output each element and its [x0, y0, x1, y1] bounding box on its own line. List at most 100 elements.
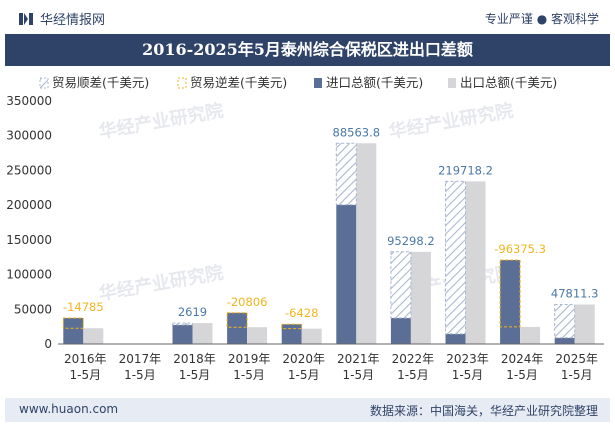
y-tick-label: 300000	[6, 129, 52, 143]
bar-export	[410, 251, 431, 344]
bar-import	[172, 324, 193, 344]
x-tick-line: 1-5月	[342, 368, 374, 382]
x-tick-label: 2017年 1-5月	[119, 352, 162, 382]
bar-import	[227, 312, 248, 344]
bar-surplus	[172, 322, 193, 326]
bar-deficit	[62, 317, 84, 329]
bar-export	[192, 323, 213, 344]
watermark-text: 华经产业研究院	[387, 99, 515, 143]
data-label: 88563.8	[333, 125, 381, 139]
data-label: -6428	[285, 306, 318, 320]
x-tick-line: 1-5月	[69, 368, 101, 382]
bar-export	[520, 326, 541, 344]
footer-bar: www.huaon.com 数据来源：中国海关，华经产业研究院整理	[5, 398, 610, 422]
legend-deficit-label: 贸易逆差(千美元)	[190, 75, 287, 90]
data-label: -14785	[63, 300, 104, 314]
brand: 华经情报网	[18, 9, 105, 28]
x-tick-label: 2016年 1-5月	[64, 352, 107, 382]
y-tick-label: 50000	[14, 302, 52, 316]
legend-deficit-swatch	[177, 77, 187, 89]
x-tick-label: 2022年 1-5月	[392, 352, 435, 382]
y-tick-label: 0	[44, 337, 52, 351]
x-tick-line: 1-5月	[288, 368, 320, 382]
footer-website: www.huaon.com	[19, 402, 119, 416]
bar-export	[83, 328, 104, 344]
bar-import	[445, 333, 466, 344]
data-label: 2619	[178, 305, 207, 319]
x-tick-line: 1-5月	[179, 368, 211, 382]
x-tick-line: 1-5月	[124, 368, 156, 382]
x-tick-line: 1-5月	[506, 368, 538, 382]
x-tick-line: 1-5月	[561, 368, 593, 382]
x-tick-line: 2024年	[501, 352, 544, 366]
data-label: -96375.3	[494, 242, 546, 256]
bar-surplus	[335, 142, 357, 206]
y-tick-label: 250000	[6, 163, 52, 177]
chart-title: 2016-2025年5月泰州综合保税区进出口差额	[5, 34, 610, 66]
y-tick-label: 200000	[6, 198, 52, 212]
bar-import	[336, 204, 357, 344]
bar-import	[500, 259, 521, 344]
y-tick-label: 100000	[6, 268, 52, 282]
bar-import	[390, 317, 411, 344]
top-bar: 华经情报网 专业严谨 ● 客观科学	[0, 0, 615, 34]
x-tick-line: 2019年	[228, 352, 271, 366]
x-tick-line: 1-5月	[397, 368, 429, 382]
x-tick-line: 2022年	[392, 352, 435, 366]
bar-export	[356, 143, 377, 344]
data-labels: -14785 2619 -20806 -6428 88563.8 95298.2 21971…	[63, 125, 599, 320]
bar-import	[554, 337, 575, 344]
legend-export-label: 出口总额(千美元)	[460, 75, 557, 90]
x-tick-label: 2021年 1-5月	[337, 352, 380, 382]
x-tick-line: 2020年	[282, 352, 325, 366]
footer-source: 数据来源：中国海关，华经产业研究院整理	[369, 404, 598, 418]
x-tick-line: 2021年	[337, 352, 380, 366]
x-tick-line: 2016年	[64, 352, 107, 366]
legend-surplus-label: 贸易顺差(千美元)	[52, 75, 149, 90]
bar-export	[247, 327, 268, 344]
x-tick-line: 2023年	[446, 352, 489, 366]
bar-surplus	[390, 251, 412, 319]
legend-import-label: 进口总额(千美元)	[326, 75, 423, 90]
x-tick-line: 1-5月	[452, 368, 484, 382]
x-tick-label: 2020年 1-5月	[282, 352, 325, 382]
bar-import	[281, 324, 302, 344]
data-label: 47811.3	[551, 287, 599, 301]
x-tick-line: 2018年	[173, 352, 216, 366]
legend-surplus-swatch	[39, 77, 49, 89]
slogan: 专业严谨 ● 客观科学	[484, 12, 599, 26]
bar-deficit	[281, 323, 303, 330]
data-label: 219718.2	[438, 163, 493, 177]
x-tick-line: 2017年	[119, 352, 162, 366]
bars	[62, 142, 595, 344]
brand-name: 华经情报网	[40, 13, 106, 28]
legend: 贸易顺差(千美元) 贸易逆差(千美元) 进口总额(千美元) 出口总额(千美元)	[39, 75, 557, 90]
x-tick-line: 1-5月	[233, 368, 265, 382]
x-tick-label: 2018年 1-5月	[173, 352, 216, 382]
bar-deficit	[499, 259, 521, 328]
legend-export-swatch	[448, 78, 456, 88]
y-axis: 0 50000 100000 150000 200000 250000 300000 3500…	[6, 94, 52, 351]
x-tick-label: 2019年 1-5月	[228, 352, 271, 382]
y-tick-label: 350000	[6, 94, 52, 108]
watermark-text: 华经产业研究院	[97, 99, 225, 143]
bar-export	[301, 328, 322, 344]
data-label: -20806	[227, 295, 268, 309]
bar-import	[63, 317, 84, 344]
huajing-logo-icon	[18, 11, 34, 27]
bar-surplus	[554, 304, 576, 339]
data-label: 95298.2	[387, 234, 435, 248]
x-tick-label: 2024年 1-5月	[501, 352, 544, 382]
y-tick-label: 150000	[6, 233, 52, 247]
x-tick-label: 2023年 1-5月	[446, 352, 489, 382]
x-tick-label: 2025年 1-5月	[555, 352, 598, 382]
watermark-text: 华经产业研究院	[97, 261, 225, 305]
bar-export	[574, 304, 595, 344]
bar-export	[465, 181, 486, 344]
bar-surplus	[445, 180, 466, 335]
chart: 贸易顺差(千美元) 贸易逆差(千美元) 进口总额(千美元) 出口总额(千美元) 华经产…	[6, 75, 604, 382]
legend-import-swatch	[314, 78, 322, 88]
bar-deficit	[226, 312, 248, 328]
x-tick-line: 2025年	[555, 352, 598, 366]
